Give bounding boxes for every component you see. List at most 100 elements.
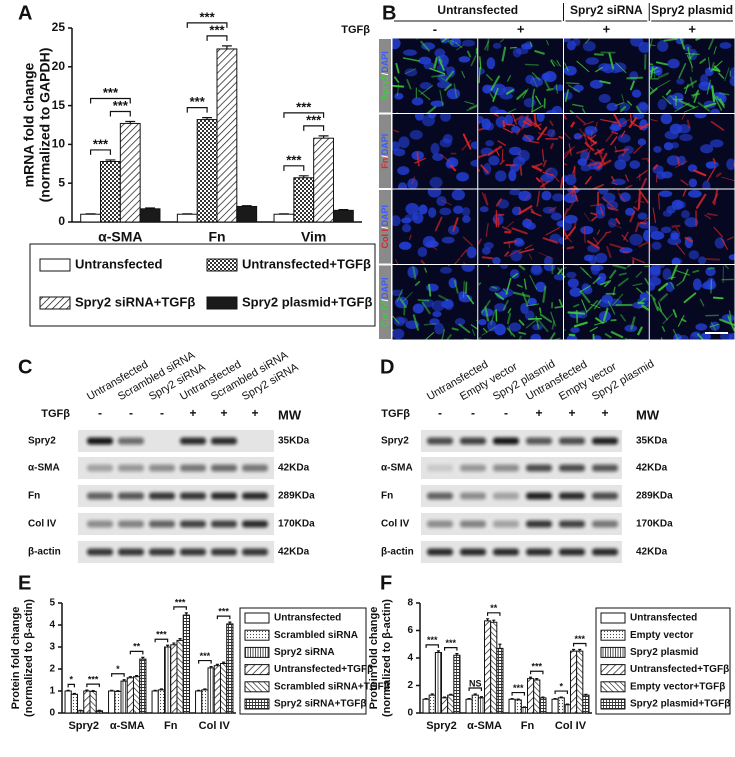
nucleus bbox=[536, 114, 545, 122]
row-label-part: DAPI bbox=[380, 277, 390, 299]
stain bbox=[564, 163, 568, 166]
nucleus bbox=[479, 206, 489, 213]
row-label-part: DAPI bbox=[380, 205, 390, 227]
nucleus bbox=[710, 108, 721, 113]
error-bar bbox=[91, 689, 95, 692]
blot-strip bbox=[78, 457, 274, 479]
stain bbox=[550, 59, 555, 67]
nucleus bbox=[638, 42, 649, 53]
stain bbox=[620, 314, 627, 322]
blot-band bbox=[559, 464, 585, 472]
significance-bracket bbox=[283, 165, 305, 171]
stain bbox=[524, 244, 533, 250]
nucleus bbox=[461, 207, 471, 217]
bar bbox=[157, 689, 166, 714]
y-tick-label: 0 bbox=[49, 708, 55, 719]
nucleus bbox=[629, 71, 639, 81]
error-bar bbox=[449, 693, 453, 696]
stain bbox=[392, 315, 395, 318]
nucleus bbox=[483, 163, 492, 176]
stain bbox=[449, 39, 455, 43]
stain bbox=[564, 62, 569, 72]
stain bbox=[416, 38, 419, 40]
stain bbox=[684, 84, 689, 94]
bar bbox=[83, 690, 91, 714]
error-bar bbox=[473, 693, 477, 696]
tgfb-sign: + bbox=[189, 406, 196, 420]
stain bbox=[530, 104, 544, 113]
nucleus bbox=[694, 114, 707, 119]
nucleus bbox=[488, 285, 501, 292]
bar bbox=[176, 639, 184, 714]
significance-bracket bbox=[111, 673, 125, 677]
bar bbox=[196, 119, 218, 223]
nucleus bbox=[428, 207, 437, 218]
nucleus bbox=[412, 212, 424, 224]
stain bbox=[655, 61, 669, 66]
stain bbox=[590, 141, 598, 147]
legend-label: Spry2 plasmid bbox=[630, 647, 698, 658]
stain bbox=[549, 332, 556, 340]
row-label-strip bbox=[379, 190, 391, 264]
blot-strip bbox=[421, 541, 622, 563]
nucleus bbox=[629, 233, 643, 246]
micrograph bbox=[564, 38, 649, 113]
stain bbox=[712, 158, 717, 165]
stain bbox=[444, 83, 453, 92]
stain bbox=[542, 171, 554, 176]
stain bbox=[564, 233, 573, 243]
y-tick-label: 8 bbox=[407, 598, 413, 609]
nucleus bbox=[523, 97, 536, 108]
nucleus bbox=[494, 303, 507, 312]
nucleus bbox=[509, 269, 520, 279]
blot-band bbox=[592, 548, 618, 556]
bar bbox=[477, 697, 486, 714]
stain bbox=[463, 261, 467, 264]
significance-bracket bbox=[529, 670, 544, 675]
stain bbox=[706, 166, 716, 182]
stain bbox=[505, 123, 516, 127]
x-tick-label: Col IV bbox=[199, 720, 231, 732]
stain bbox=[684, 236, 694, 243]
legend-label: Spry2 siRNA+TGFβ bbox=[75, 294, 195, 309]
nucleus bbox=[485, 140, 495, 147]
stain bbox=[593, 299, 602, 310]
stain bbox=[479, 56, 482, 70]
stain bbox=[595, 66, 603, 73]
tgfb-sign: + bbox=[601, 406, 608, 420]
significance-label: *** bbox=[156, 630, 167, 640]
nucleus bbox=[663, 142, 674, 151]
y-tick-label: 15 bbox=[52, 98, 66, 112]
x-tick-label: Fn bbox=[208, 229, 225, 245]
nucleus bbox=[594, 252, 608, 264]
legend-box bbox=[239, 607, 367, 715]
nucleus bbox=[499, 265, 509, 270]
stain bbox=[538, 307, 542, 314]
nucleus bbox=[661, 171, 673, 179]
stain bbox=[572, 103, 584, 108]
stain bbox=[571, 189, 574, 198]
nucleus bbox=[525, 74, 535, 84]
stain bbox=[569, 199, 576, 203]
stain bbox=[590, 303, 601, 309]
stain bbox=[624, 338, 630, 340]
stain bbox=[693, 89, 699, 103]
stain bbox=[584, 141, 595, 152]
stain bbox=[680, 179, 689, 186]
blot-band bbox=[559, 492, 585, 500]
stain bbox=[468, 103, 478, 110]
stain bbox=[446, 334, 452, 340]
nucleus bbox=[492, 42, 502, 49]
row-label: Spry2/DAPI bbox=[380, 51, 390, 100]
blot-band bbox=[118, 464, 144, 472]
nucleus bbox=[666, 205, 676, 214]
significance-bracket bbox=[216, 615, 231, 620]
nucleus bbox=[398, 241, 412, 250]
nucleus bbox=[443, 298, 454, 311]
bar bbox=[195, 690, 203, 714]
blot-band bbox=[242, 492, 268, 500]
micrograph-content bbox=[649, 189, 735, 264]
stain bbox=[615, 101, 625, 107]
bar bbox=[139, 658, 147, 714]
